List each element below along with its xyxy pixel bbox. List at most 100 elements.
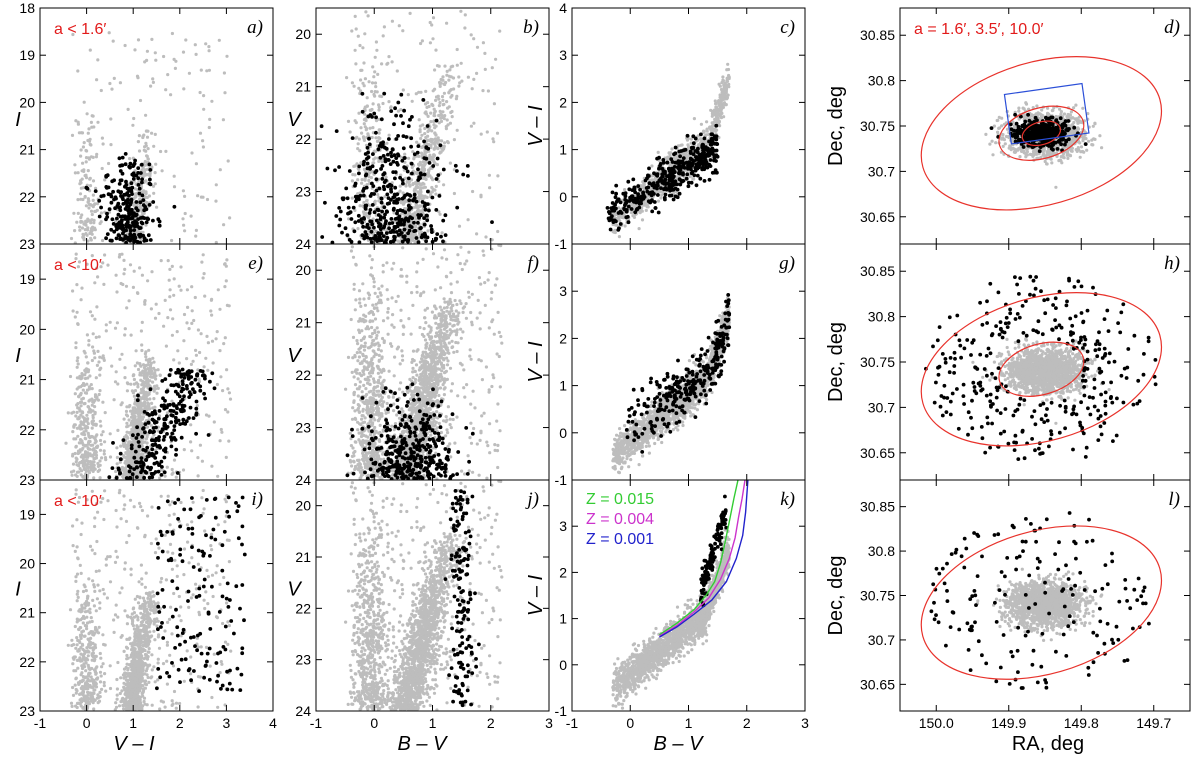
- field-star: [708, 125, 712, 129]
- selected-star: [637, 195, 642, 200]
- field-star: [193, 43, 197, 47]
- field-star: [996, 130, 1000, 134]
- selected-star: [423, 207, 428, 212]
- selected-star: [669, 193, 674, 198]
- field-star: [460, 79, 464, 83]
- field-star: [207, 49, 211, 53]
- field-star: [419, 151, 424, 155]
- selected-star: [627, 187, 632, 192]
- field-star: [174, 59, 178, 63]
- field-star: [1003, 142, 1007, 146]
- field-star: [81, 232, 85, 236]
- field-star: [217, 38, 221, 42]
- selected-star: [340, 196, 345, 201]
- y-axis-label: I: [15, 109, 21, 131]
- field-star: [390, 60, 394, 64]
- selected-star: [387, 226, 391, 231]
- selected-star: [422, 222, 427, 227]
- field-star: [1098, 134, 1102, 138]
- panel-label: b): [523, 17, 539, 38]
- selected-star: [319, 124, 324, 129]
- selected-star: [697, 155, 702, 160]
- field-star: [1059, 159, 1063, 163]
- field-star: [91, 193, 95, 197]
- field-star: [414, 92, 418, 96]
- selected-star: [636, 184, 641, 189]
- panel-a-plot-area: [69, 31, 232, 244]
- selected-star: [708, 158, 713, 162]
- selected-star: [654, 172, 659, 177]
- selected-star: [125, 220, 130, 224]
- field-star: [141, 135, 145, 140]
- selected-star: [118, 208, 123, 213]
- field-star: [427, 142, 431, 146]
- field-star: [149, 84, 153, 88]
- selected-star: [357, 197, 361, 202]
- field-star: [721, 92, 726, 96]
- selected-star: [675, 161, 680, 165]
- field-star: [423, 185, 427, 189]
- field-star: [487, 173, 491, 177]
- field-star: [89, 120, 93, 124]
- field-star: [367, 80, 371, 84]
- selected-star: [120, 196, 125, 200]
- field-star: [484, 235, 488, 239]
- field-star: [365, 214, 369, 218]
- selected-star: [416, 220, 420, 225]
- selected-star: [673, 145, 678, 150]
- selected-star: [392, 122, 396, 127]
- field-star: [442, 183, 446, 187]
- field-star: [617, 206, 621, 210]
- field-star: [164, 88, 168, 92]
- field-star: [1022, 149, 1026, 153]
- field-star: [992, 124, 997, 128]
- field-star: [73, 171, 77, 175]
- field-star: [492, 140, 496, 144]
- field-star: [450, 115, 454, 119]
- field-star: [463, 13, 467, 17]
- field-star: [438, 109, 442, 113]
- selected-star: [406, 124, 411, 129]
- selected-star: [370, 222, 375, 227]
- field-star: [364, 118, 368, 123]
- field-star: [423, 102, 428, 106]
- selected-star: [670, 187, 675, 192]
- field-star: [403, 160, 407, 164]
- selected-star: [380, 176, 385, 181]
- field-star: [170, 31, 174, 36]
- field-star: [437, 179, 441, 183]
- field-star: [399, 173, 403, 177]
- selected-star: [409, 161, 414, 166]
- field-star: [710, 130, 714, 134]
- field-star: [81, 161, 85, 165]
- selected-star: [395, 211, 399, 216]
- field-star: [689, 141, 693, 145]
- field-star: [1083, 136, 1087, 140]
- field-star: [629, 211, 634, 215]
- field-star: [432, 111, 436, 115]
- selected-star: [402, 227, 407, 232]
- field-star: [416, 210, 420, 214]
- selected-star: [682, 166, 687, 170]
- selected-star: [610, 218, 615, 222]
- field-star: [1017, 109, 1021, 113]
- field-star: [725, 79, 730, 83]
- field-star: [479, 132, 483, 136]
- selected-star: [646, 185, 651, 190]
- field-star: [442, 117, 446, 121]
- selected-star: [110, 217, 115, 222]
- selected-star: [1013, 112, 1017, 117]
- field-star: [463, 26, 467, 30]
- selected-star: [120, 223, 125, 228]
- field-star: [415, 186, 419, 190]
- field-star: [134, 192, 138, 196]
- selected-star: [701, 148, 705, 153]
- field-star: [78, 228, 82, 232]
- field-star: [159, 149, 163, 154]
- field-star: [112, 76, 116, 80]
- field-star: [409, 178, 414, 182]
- selected-star: [381, 140, 385, 145]
